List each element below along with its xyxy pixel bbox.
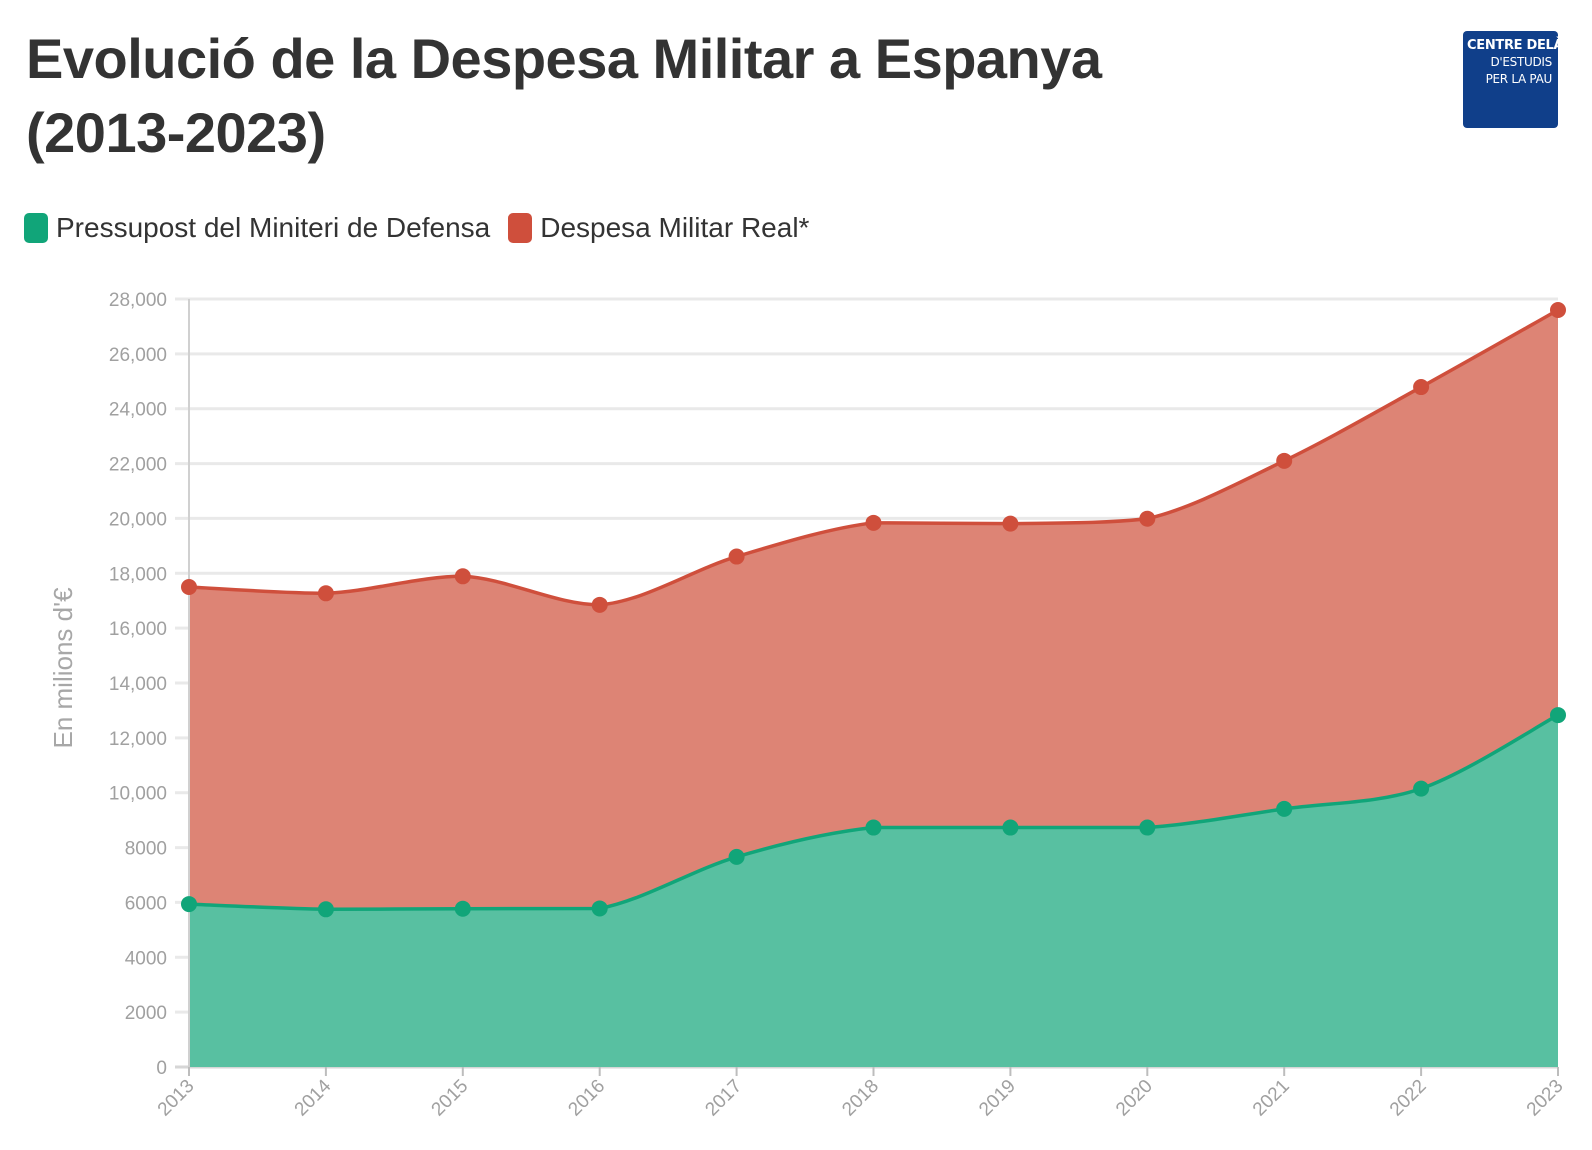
- data-point[interactable]: [1413, 379, 1430, 396]
- data-point[interactable]: [1002, 515, 1019, 532]
- legend-item-despesa-real[interactable]: Despesa Militar Real*: [508, 212, 809, 244]
- y-tick-label: 10,000: [109, 784, 167, 805]
- data-point[interactable]: [454, 900, 471, 917]
- x-tick-label: 2021: [1249, 1076, 1294, 1121]
- chart-title-line-2: (2013-2023): [26, 101, 326, 164]
- legend-item-pressupost[interactable]: Pressupost del Miniteri de Defensa: [24, 212, 490, 244]
- data-point[interactable]: [317, 901, 334, 918]
- x-tick-label: 2020: [1112, 1076, 1157, 1121]
- data-point[interactable]: [1276, 800, 1293, 817]
- y-tick-label: 22,000: [109, 455, 167, 476]
- x-tick-label: 2019: [975, 1076, 1020, 1121]
- series-area: [189, 715, 1558, 1067]
- legend-swatch-despesa-real: [508, 213, 533, 243]
- y-tick-label: 14,000: [109, 674, 167, 695]
- chart-legend: Pressupost del Miniteri de Defensa Despe…: [24, 212, 827, 244]
- y-tick-label: 6000: [125, 893, 167, 914]
- data-point[interactable]: [1550, 301, 1566, 318]
- data-point[interactable]: [728, 848, 745, 865]
- data-point[interactable]: [591, 900, 608, 917]
- x-tick-label: 2016: [564, 1076, 609, 1121]
- y-tick-label: 24,000: [109, 400, 167, 421]
- area-series: [188, 308, 1559, 1067]
- x-tick-label: 2018: [838, 1076, 883, 1121]
- y-tick-label: 2000: [125, 1003, 167, 1024]
- x-tick-label: 2015: [428, 1076, 473, 1121]
- data-point[interactable]: [317, 585, 334, 602]
- data-point[interactable]: [1139, 510, 1156, 527]
- y-tick-label: 16,000: [109, 619, 167, 640]
- x-tick-label: 2013: [154, 1076, 199, 1121]
- y-tick-label: 26,000: [109, 345, 167, 366]
- data-point[interactable]: [865, 819, 882, 836]
- data-point[interactable]: [454, 568, 471, 585]
- legend-swatch-pressupost: [24, 213, 48, 243]
- logo-line-3: PER LA PAU: [1485, 72, 1553, 86]
- y-tick-label: 18,000: [109, 564, 167, 585]
- data-point[interactable]: [1550, 707, 1566, 724]
- chart-title-line-1: Evolució de la Despesa Militar a Espanya: [26, 27, 1102, 90]
- data-point[interactable]: [865, 514, 882, 531]
- y-tick-label: 28,000: [109, 290, 167, 311]
- data-point[interactable]: [728, 548, 745, 565]
- y-tick-label: 20,000: [109, 509, 167, 530]
- data-point[interactable]: [591, 596, 608, 613]
- data-point[interactable]: [1139, 819, 1156, 836]
- data-point[interactable]: [181, 579, 197, 595]
- chart-title: Evolució de la Despesa Militar a Espanya…: [26, 22, 1326, 170]
- data-point[interactable]: [1413, 780, 1430, 797]
- centre-delas-logo: CENTRE DELÀS D'ESTUDIS PER LA PAU: [1463, 31, 1573, 128]
- logo-line-1: CENTRE DELÀS: [1467, 38, 1573, 53]
- y-tick-label: 12,000: [109, 729, 167, 750]
- y-axis-label: En milions d'€: [48, 587, 78, 749]
- y-tick-label: 4000: [125, 948, 167, 969]
- data-point[interactable]: [1002, 819, 1019, 836]
- y-tick-label: 0: [156, 1058, 167, 1079]
- x-tick-label: 2017: [701, 1076, 746, 1121]
- y-tick-label: 8000: [125, 839, 167, 860]
- data-point[interactable]: [181, 896, 197, 913]
- logo-line-2: D'ESTUDIS: [1490, 55, 1552, 69]
- legend-label-despesa-real: Despesa Militar Real*: [540, 212, 810, 243]
- x-tick-label: 2022: [1386, 1076, 1431, 1121]
- x-tick-label: 2023: [1523, 1076, 1568, 1121]
- legend-label-pressupost: Pressupost del Miniteri de Defensa: [56, 212, 491, 243]
- data-point[interactable]: [1276, 452, 1293, 469]
- x-tick-label: 2014: [291, 1075, 336, 1120]
- data-points: [181, 301, 1566, 918]
